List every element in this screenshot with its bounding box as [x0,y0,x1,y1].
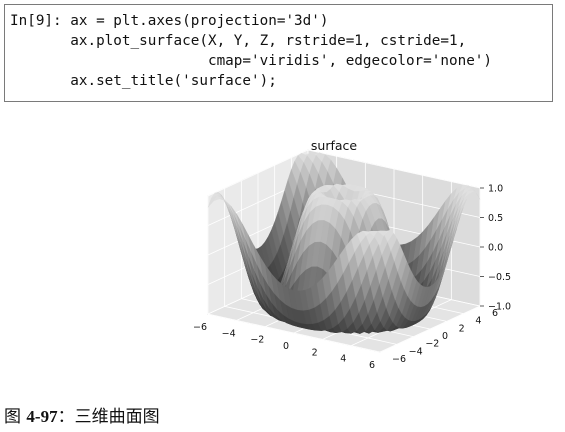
grid-line [207,149,309,197]
x-tick-label: 2 [312,347,318,358]
caption-number: 4-97 [26,407,58,426]
y-tick-label: −4 [409,346,423,357]
z-tick-label: −1.0 [488,302,511,313]
y-tick-label: 4 [475,316,481,327]
z-tick-label: 1.0 [488,184,503,195]
y-tick-label: −2 [425,339,439,350]
code-line: In[9]: ax = plt.axes(projection='3d') [10,13,329,29]
code-cell: In[9]: ax = plt.axes(projection='3d') ax… [4,4,553,102]
code-line: ax.plot_surface(X, Y, Z, rstride=1, cstr… [10,33,467,49]
x-tick-label: 6 [369,360,375,371]
code-block: In[9]: ax = plt.axes(projection='3d') ax… [5,5,552,91]
x-tick-label: −6 [193,322,207,333]
figure-caption: 图 4-97：三维曲面图 [4,402,160,427]
y-tick-label: 2 [459,323,465,334]
surface-patch [374,231,384,246]
y-tick-label: 6 [492,308,498,319]
grid-line [307,149,481,189]
grid-line [379,305,481,353]
surface-figure: −6 −4 −2 0 2 4 6 −6 −4 −2 0 2 4 6 1.0 0.5 0.0 −0.5 −1.0 su… [180,132,520,388]
z-tick-label: 0.0 [488,243,503,254]
surface-mesh [207,152,481,334]
code-line: cmap='viridis', edgecolor='none') [10,53,493,69]
z-tick-label: −0.5 [488,272,511,283]
y-tick-label: −6 [392,354,406,365]
x-tick-label: 0 [283,341,289,352]
x-tick-label: −2 [250,335,264,346]
caption-label: 图 [4,407,27,427]
x-tick-label: −4 [222,328,236,339]
x-tick-label: 4 [340,354,346,365]
y-tick-label: 0 [442,331,448,342]
code-line: ax.set_title('surface'); [10,73,277,89]
chart-title: surface [311,138,358,153]
caption-text: ：三维曲面图 [57,407,160,427]
z-tick-label: 0.5 [488,213,503,224]
